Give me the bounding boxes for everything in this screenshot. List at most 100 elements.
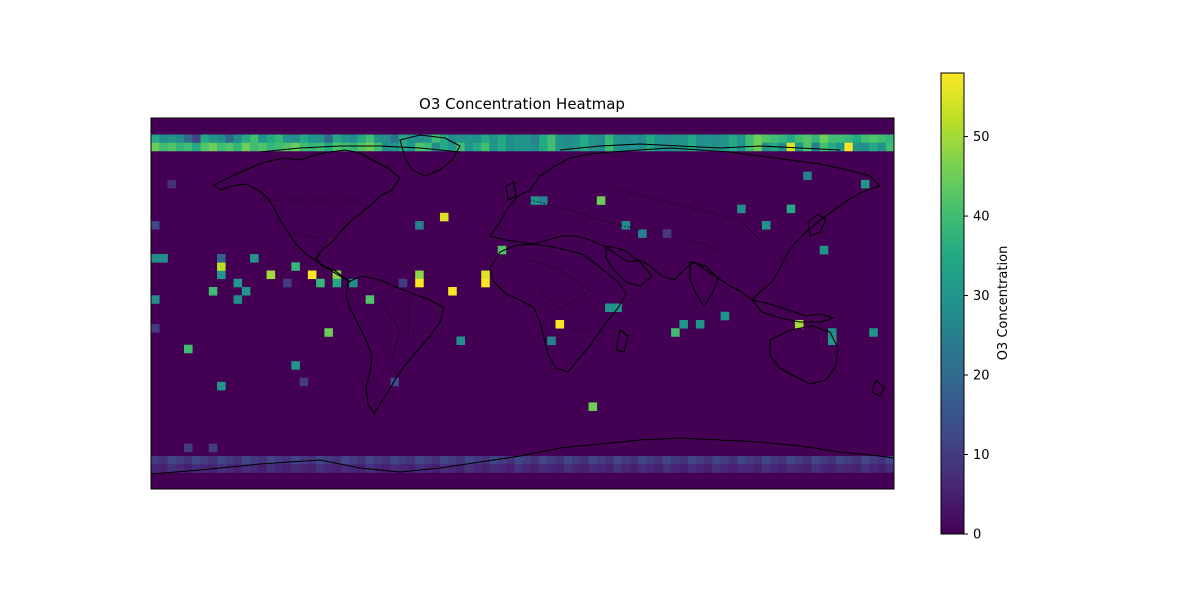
heatmap-cell [200, 456, 210, 465]
heatmap-cell [184, 456, 193, 465]
heatmap-cell [439, 212, 449, 222]
heatmap-cell [233, 134, 243, 144]
heatmap-cell [737, 456, 746, 465]
heatmap-cell [605, 142, 614, 152]
heatmap-cell [217, 134, 226, 144]
heatmap-cell [860, 134, 870, 144]
heatmap-cell [877, 464, 887, 473]
heatmap-cell [324, 328, 333, 337]
heatmap-cell [662, 464, 672, 473]
heatmap-cell [167, 179, 177, 189]
heatmap-cell [679, 142, 688, 152]
heatmap-cell [588, 456, 598, 465]
heatmap-cell [481, 464, 490, 473]
heatmap-cell [497, 464, 507, 473]
heatmap-cell [274, 464, 284, 473]
heatmap-cell [695, 134, 705, 144]
heatmap-cell [877, 134, 887, 144]
heatmap-cell [472, 142, 482, 152]
heatmap-cell [241, 456, 251, 465]
heatmap-cell [208, 443, 218, 453]
heatmap-cell [274, 142, 284, 152]
heatmap-cell [373, 142, 383, 152]
heatmap-cells [151, 134, 894, 473]
heatmap-cell [464, 456, 474, 465]
heatmap-cell [299, 456, 309, 465]
heatmap-cell [324, 464, 333, 473]
heatmap-cell [184, 443, 193, 453]
heatmap-cell [580, 464, 589, 473]
heatmap-cell [679, 456, 688, 465]
heatmap-cell [596, 456, 606, 465]
heatmap-cell [761, 464, 771, 473]
heatmap-cell [572, 142, 581, 152]
heatmap-cell [819, 456, 829, 465]
heatmap-cell [241, 287, 251, 296]
heatmap-cell [200, 142, 210, 152]
heatmap-cell [291, 142, 300, 152]
heatmap-cell [349, 456, 358, 465]
heatmap-cell [340, 464, 350, 473]
heatmap-cell [621, 221, 631, 230]
heatmap-cell [258, 464, 267, 473]
chart-title: O3 Concentration Heatmap [419, 95, 625, 113]
heatmap-cell [580, 134, 589, 144]
heatmap-cell [852, 142, 862, 152]
borders-europe [529, 199, 641, 231]
heatmap-cell [159, 464, 168, 473]
heatmap-cell [662, 456, 672, 465]
heatmap-cell [596, 134, 606, 144]
heatmap-cell [827, 142, 837, 152]
heatmap-cell [415, 456, 424, 465]
heatmap-cell [547, 142, 556, 152]
heatmap-cell [299, 142, 309, 152]
heatmap-cell [423, 456, 432, 465]
heatmap-cell [803, 464, 812, 473]
heatmap-cell [398, 456, 408, 465]
heatmap-cell [654, 142, 664, 152]
heatmap-cell [530, 134, 540, 144]
heatmap-cell [770, 134, 779, 144]
heatmap-cell [291, 262, 300, 271]
heatmap-cell [869, 456, 878, 465]
heatmap-cell [844, 134, 854, 144]
heatmap-cell [217, 254, 226, 263]
heatmap-cell [192, 456, 201, 465]
heatmap-cell [869, 142, 878, 152]
heatmap-cell [431, 142, 441, 152]
heatmap-cell [481, 278, 490, 288]
heatmap-cell [250, 134, 259, 144]
heatmap-cell [472, 456, 482, 465]
heatmap-cell [415, 221, 424, 230]
heatmap-cell [225, 134, 234, 144]
heatmap-cell [324, 456, 333, 465]
border-usa-mexico [289, 231, 321, 239]
heatmap-cell [794, 464, 804, 473]
heatmap-cell [819, 245, 829, 255]
heatmap-cell [794, 456, 804, 465]
heatmap-cell [415, 270, 424, 280]
heatmap-cell [340, 134, 350, 144]
heatmap-cell [233, 295, 243, 304]
map-background [151, 118, 894, 489]
heatmap-cell [159, 254, 168, 263]
heatmap-cell [844, 456, 854, 465]
heatmap-cell [638, 464, 647, 473]
heatmap-cell [860, 179, 870, 189]
heatmap-cell [530, 456, 540, 465]
heatmap-cell [811, 142, 820, 152]
heatmap-cell [233, 278, 243, 288]
heatmap-cell [439, 456, 449, 465]
heatmap-cell [481, 142, 490, 152]
heatmap-cell [233, 456, 243, 465]
heatmap-cell [836, 142, 845, 152]
heatmap-cell [241, 142, 251, 152]
heatmap-cell [200, 134, 210, 144]
heatmap-cell [613, 464, 622, 473]
heatmap-cell [794, 319, 804, 329]
heatmap-cell [233, 142, 243, 152]
heatmap-cell [869, 328, 878, 337]
heatmap-cell [852, 134, 862, 144]
heatmap-cell [687, 464, 697, 473]
